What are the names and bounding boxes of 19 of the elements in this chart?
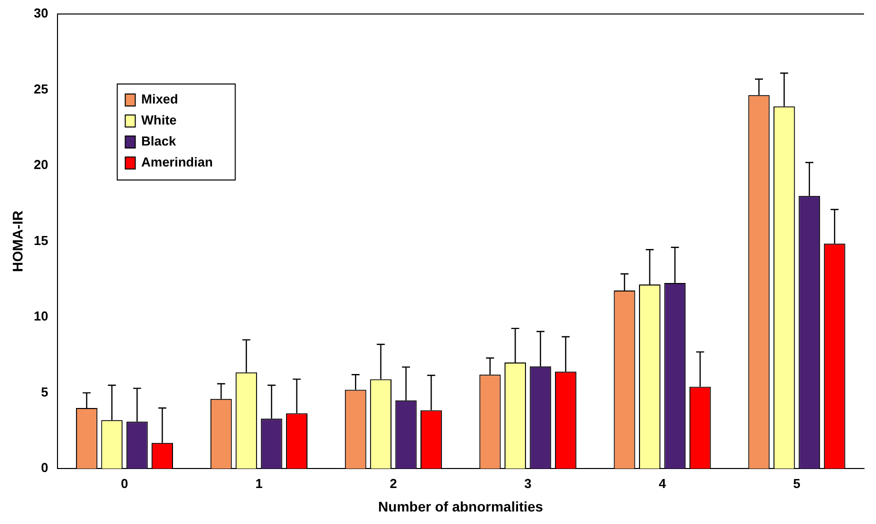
legend-label: White [141,112,177,128]
y-tick-label: 0 [41,460,48,476]
legend-label: Mixed [141,92,178,107]
y-tick-label: 25 [34,81,48,96]
x-tick-label: 5 [793,476,800,491]
y-tick-label: 15 [34,232,48,248]
x-tick-label: 1 [255,476,263,491]
x-axis-title: Number of abnormalities [378,498,544,514]
y-tick-label: 20 [34,157,48,172]
y-axis-title: HOMA-IR [9,210,26,272]
x-tick-label: 3 [524,476,532,491]
x-tick-label: 0 [120,476,128,491]
legend-label: Black [141,134,177,149]
y-tick-label: 10 [34,308,48,324]
x-tick-label: 4 [658,476,667,491]
x-tick-label: 2 [390,476,398,491]
y-tick-label: 30 [34,6,48,21]
y-tick-label: 5 [41,384,48,400]
legend-label: Amerindian [141,154,213,170]
